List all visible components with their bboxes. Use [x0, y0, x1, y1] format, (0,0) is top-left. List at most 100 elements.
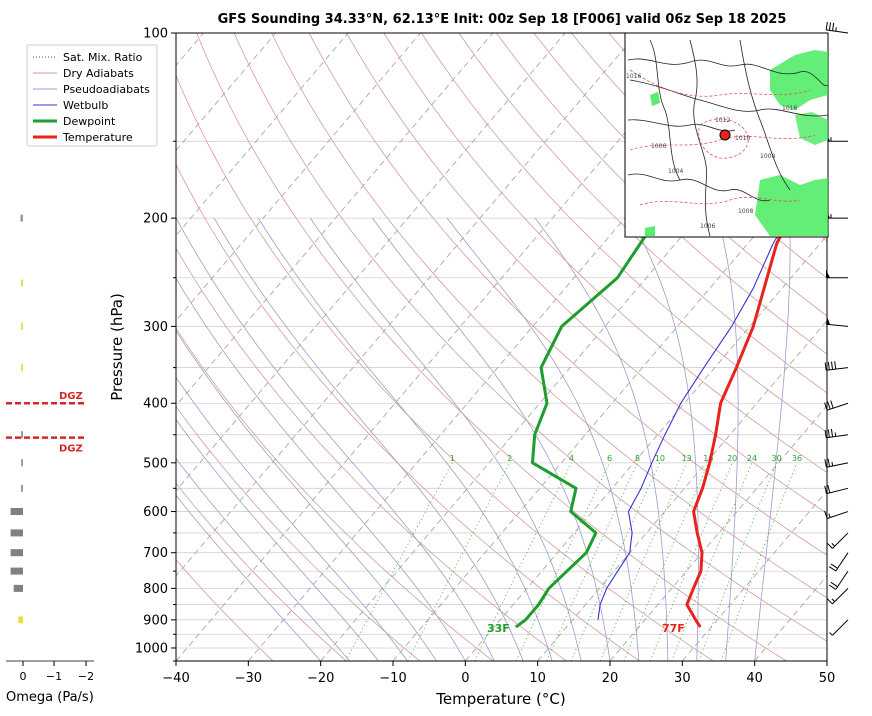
- wind-barb-full: [830, 563, 838, 569]
- y-tick-label: 400: [143, 397, 168, 412]
- omega-bar: [10, 549, 23, 557]
- dry-adiabat: [176, 74, 714, 661]
- inset-map-pressure-label: 1004: [668, 168, 683, 175]
- wind-barb-full: [824, 485, 828, 494]
- x-tick-label: 20: [602, 671, 619, 686]
- wind-barb-full: [825, 21, 828, 30]
- x-tick-label: 40: [746, 671, 763, 686]
- y-tick-label: 800: [143, 582, 168, 597]
- wind-barb-full: [824, 459, 827, 468]
- isotherm-line: [176, 33, 494, 407]
- pseudoadiabat: [176, 494, 321, 661]
- omega-bar: [21, 459, 23, 467]
- pseudoadiabat: [257, 217, 553, 661]
- legend-item-dewpoint: Dewpoint: [63, 115, 116, 128]
- isotherm-line: [537, 319, 827, 661]
- x-tick-label: 10: [529, 671, 546, 686]
- wind-barbs: [824, 21, 849, 636]
- mixing-ratio-line: [671, 462, 753, 661]
- omega-bar: [21, 322, 23, 330]
- mixing-ratio-label: 16: [703, 454, 713, 463]
- inset-map-pressure-label: 1016: [782, 105, 797, 112]
- dry-adiabat: [176, 163, 641, 661]
- omega-tick-2: −2: [78, 670, 94, 683]
- dry-adiabat: [176, 405, 420, 661]
- isotherm-line: [176, 33, 711, 661]
- wind-barb-half: [835, 27, 837, 32]
- wind-barb-full: [827, 401, 831, 410]
- y-tick-label: 600: [143, 505, 168, 520]
- wind-barb-full: [827, 458, 831, 467]
- y-tick-label: 500: [143, 456, 168, 471]
- mixing-ratio-line: [649, 462, 733, 661]
- dry-adiabat: [383, 33, 827, 473]
- dry-adiabat: [176, 559, 274, 661]
- pseudoadiabat: [372, 217, 611, 661]
- pseudoadiabat: [310, 217, 582, 661]
- wind-barb-shaft: [826, 462, 849, 468]
- legend-item-mixing: Sat. Mix. Ratio: [63, 51, 143, 64]
- dry-adiabat: [176, 327, 494, 661]
- inset-map-isobars: [629, 69, 816, 206]
- dry-adiabat: [834, 33, 872, 661]
- wind-barb-full: [832, 22, 835, 31]
- omega-bar: [10, 567, 23, 575]
- omega-panel: DGZ DGZ 0 −1 −2 Omega (Pa/s): [6, 214, 94, 705]
- wind-barb: [826, 588, 849, 605]
- wind-barb: [828, 552, 849, 572]
- wind-barb-full: [834, 361, 837, 370]
- wind-barb: [826, 316, 849, 327]
- x-tick-label: 50: [819, 671, 836, 686]
- legend-item-dry: Dry Adiabats: [63, 67, 134, 80]
- background-lines: [176, 33, 872, 661]
- wind-barb-full: [828, 22, 832, 31]
- x-axis-label: Temperature (°C): [435, 690, 565, 708]
- pseudoadiabat: [176, 330, 437, 661]
- y-tick-label: 200: [143, 212, 168, 227]
- omega-tick-1: −1: [46, 670, 62, 683]
- inset-map-pressure-label: 1006: [700, 223, 715, 230]
- dry-adiabat: [495, 33, 827, 355]
- wind-barb-full: [827, 484, 831, 493]
- omega-bar: [21, 364, 23, 372]
- omega-bar: [13, 584, 23, 592]
- wind-barb: [825, 133, 849, 142]
- mixing-ratio-label: 13: [682, 454, 692, 463]
- y-tick-label: 900: [143, 613, 168, 628]
- pseudoadiabat: [717, 217, 739, 661]
- mixing-ratio-label: 2: [507, 454, 512, 463]
- wind-barb: [824, 458, 849, 468]
- wind-barb-full: [831, 361, 834, 370]
- wind-barb: [824, 510, 849, 519]
- wind-barb-full: [830, 581, 838, 588]
- inset-map-pressure-label: 1008: [738, 208, 753, 215]
- wind-barb-full: [824, 402, 828, 411]
- dgz-label: DGZ: [59, 444, 83, 455]
- mixing-ratio-line: [720, 462, 798, 661]
- wind-barb: [825, 21, 849, 34]
- wind-barb-shaft: [826, 487, 849, 495]
- legend: Sat. Mix. Ratio Dry Adiabats Pseudoadiab…: [26, 44, 158, 147]
- pseudoadiabat: [176, 217, 495, 661]
- mixing-ratio-label: 20: [727, 454, 737, 463]
- mixing-ratio-label: 4: [569, 454, 574, 463]
- wind-barb: [824, 361, 849, 371]
- mixing-ratio-line: [698, 462, 777, 661]
- y-axis-label: Pressure (hPa): [108, 293, 126, 401]
- inset-map-pressure-label: 1008: [760, 153, 775, 160]
- inset-map-pressure-label: 1016: [626, 73, 641, 80]
- pseudoadiabat: [176, 376, 408, 661]
- wind-barb-flag: [826, 316, 831, 325]
- x-tick-label: −40: [162, 671, 189, 686]
- wind-barb-full: [826, 542, 833, 549]
- inset-map-pressure-label: 1012: [715, 117, 730, 124]
- y-tick-label: 100: [143, 27, 168, 42]
- pseudoadiabat: [176, 457, 350, 661]
- inset-map: 1016 1012 1010 1008 1006 1004 1008 1006 …: [624, 32, 829, 238]
- legend-item-wetbulb: Wetbulb: [63, 99, 108, 112]
- mixing-ratio-label: 30: [772, 454, 782, 463]
- omega-bar: [20, 214, 23, 222]
- wind-barb-full: [827, 429, 830, 438]
- isotherm-line: [464, 234, 827, 661]
